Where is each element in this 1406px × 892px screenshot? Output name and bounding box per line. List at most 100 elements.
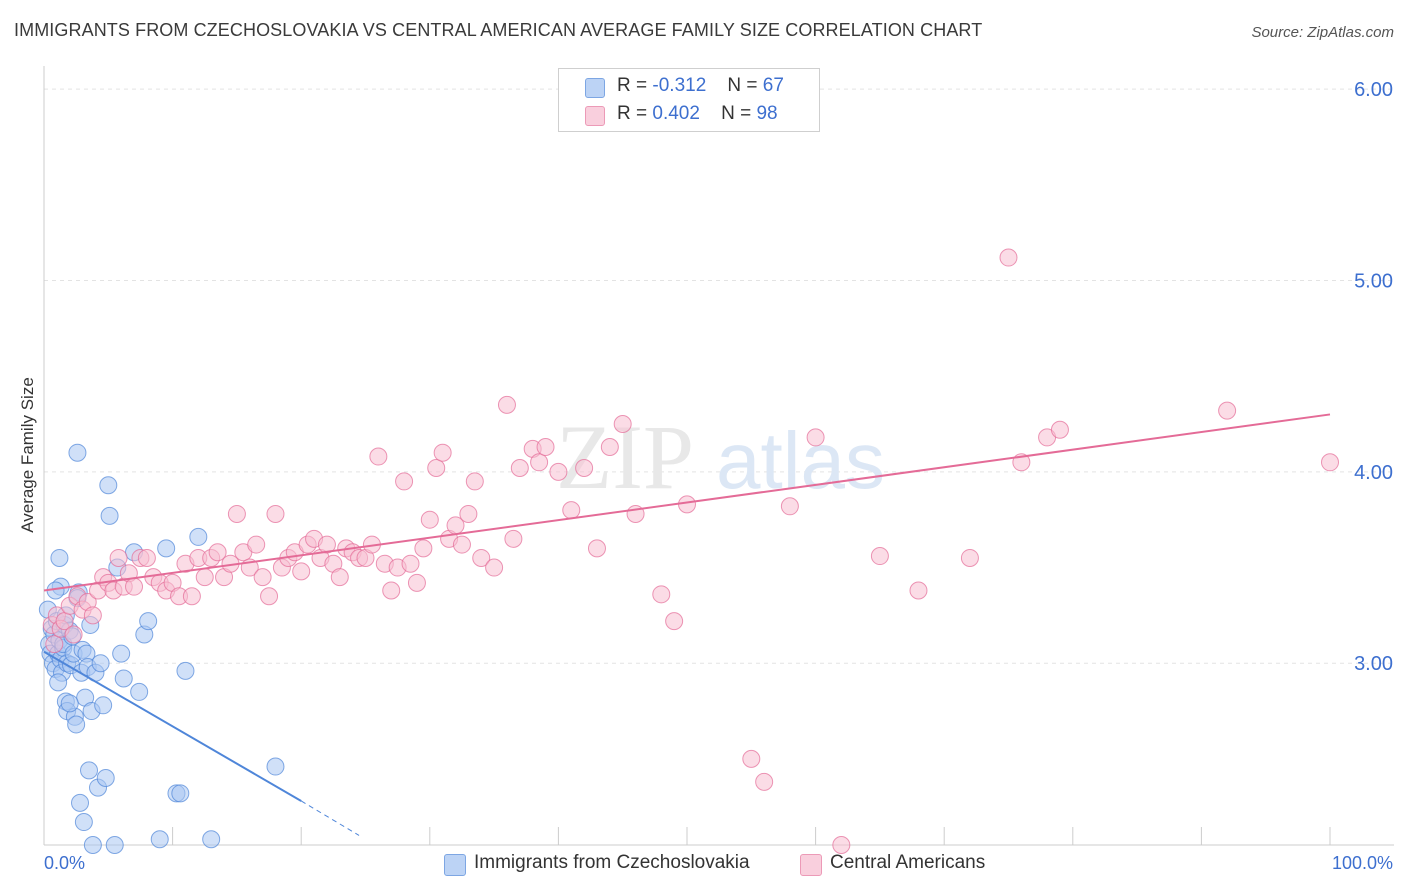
- czechoslovakia-point-56: [157, 539, 176, 558]
- central-americans-point-60: [395, 472, 414, 491]
- central-americans-point-64: [420, 510, 439, 529]
- central-americans-point-20: [137, 548, 156, 567]
- central-americans-point-95: [960, 548, 979, 567]
- legend-n-label: N =: [721, 103, 752, 124]
- central-americans-point-90: [742, 749, 761, 768]
- central-americans-point-78: [530, 453, 549, 472]
- central-americans-point-39: [260, 587, 279, 606]
- central-americans-point-62: [407, 573, 426, 592]
- central-americans-point-40: [266, 504, 285, 523]
- central-americans-point-89: [678, 495, 696, 514]
- central-americans-point-99: [1050, 420, 1069, 439]
- central-americans-point-37: [247, 535, 266, 554]
- central-americans-point-69: [452, 535, 471, 554]
- series-central-americans-points: [42, 248, 1339, 854]
- watermark: ZIP atlas: [556, 406, 885, 508]
- central-americans-point-101: [1321, 453, 1339, 472]
- central-americans-point-10: [83, 606, 102, 625]
- y-tick-label-0: 3.00: [1354, 653, 1393, 675]
- central-americans-point-72: [472, 548, 491, 567]
- czechoslovakia-point-58: [171, 784, 190, 803]
- central-americans-point-100: [1218, 401, 1237, 420]
- central-americans-point-75: [504, 529, 523, 548]
- central-americans-point-83: [587, 539, 606, 558]
- central-americans-point-50: [330, 568, 349, 587]
- legend-swatch-blue: [585, 78, 605, 98]
- czechoslovakia-point-43: [94, 696, 113, 715]
- czechoslovakia-trend-line: [43, 650, 302, 802]
- legend-r-value-pink: 0.402: [652, 103, 700, 124]
- watermark-atlas: atlas: [716, 416, 885, 505]
- central-americans-point-73: [485, 558, 504, 577]
- central-americans-point-96: [999, 248, 1018, 267]
- y-tick-label-2: 5.00: [1354, 270, 1393, 292]
- central-americans-point-6: [64, 625, 83, 644]
- central-americans-point-18: [125, 577, 144, 596]
- czechoslovakia-point-49: [112, 644, 131, 663]
- central-americans-point-27: [182, 587, 201, 606]
- legend-n-value-pink: 98: [756, 103, 778, 124]
- central-americans-point-80: [549, 462, 568, 481]
- y-tick-label-3: 6.00: [1354, 79, 1393, 101]
- trend-lines: [43, 413, 1331, 836]
- central-americans-point-85: [613, 415, 632, 434]
- czechoslovakia-point-61: [202, 830, 221, 849]
- czechoslovakia-point-42: [91, 654, 110, 673]
- czechoslovakia-point-36: [80, 761, 99, 780]
- central-americans-point-92: [780, 497, 799, 516]
- central-americans-point-15: [109, 548, 128, 567]
- czechoslovakia-point-66: [60, 694, 79, 713]
- czechoslovakia-point-62: [266, 757, 285, 776]
- czechoslovakia-point-26: [67, 715, 86, 734]
- legend-r-value-blue: -0.312: [652, 75, 707, 96]
- czechoslovakia-point-46: [100, 506, 119, 525]
- czechoslovakia-point-32: [74, 813, 93, 832]
- correlation-legend: R = -0.312 N = 67 R = 0.402 N = 98: [558, 68, 820, 132]
- czechoslovakia-point-29: [71, 793, 90, 812]
- x-tick-label-max: 100.0%: [1332, 853, 1393, 873]
- central-americans-point-38: [253, 568, 272, 587]
- series-legend-swatch-pink: [800, 854, 822, 876]
- central-americans-point-93: [806, 428, 825, 447]
- central-americans-point-44: [292, 562, 311, 581]
- series-czechoslovakia-points: [38, 443, 285, 854]
- central-americans-point-91: [755, 772, 774, 791]
- central-americans-point-88: [665, 612, 684, 631]
- tick-labels: 3.00 4.00 5.00 6.00 0.0% 100.0%: [44, 79, 1393, 873]
- central-americans-point-66: [433, 443, 452, 462]
- czechoslovakia-point-39: [83, 836, 102, 854]
- series-legend-swatch-blue: [444, 854, 466, 876]
- czechoslovakia-point-44: [96, 769, 115, 788]
- czechoslovakia-trend-extension: [300, 800, 360, 836]
- central-americans-point-70: [459, 504, 478, 523]
- czechoslovakia-point-27: [68, 443, 87, 462]
- central-americans-point-79: [536, 437, 555, 456]
- series-legend-label-pink: Central Americans: [830, 852, 986, 873]
- gridlines: [44, 88, 1394, 664]
- legend-n-label: N =: [727, 75, 758, 96]
- x-tick-label-min: 0.0%: [44, 853, 85, 873]
- central-americans-point-61: [401, 554, 420, 573]
- czechoslovakia-point-60: [189, 527, 208, 546]
- central-americans-point-56: [369, 447, 388, 466]
- czechoslovakia-point-64: [49, 673, 68, 692]
- central-americans-point-87: [652, 585, 671, 604]
- y-tick-label-1: 4.00: [1354, 462, 1393, 484]
- central-americans-point-74: [497, 395, 516, 414]
- czechoslovakia-point-52: [130, 682, 149, 701]
- central-americans-point-94: [870, 547, 889, 566]
- central-americans-trend-line: [43, 413, 1331, 592]
- central-americans-point-82: [575, 459, 594, 478]
- central-americans-point-84: [600, 437, 619, 456]
- axes: [43, 66, 1394, 846]
- czechoslovakia-point-45: [99, 476, 118, 495]
- czechoslovakia-point-55: [150, 830, 169, 849]
- legend-n-value-blue: 67: [762, 75, 784, 96]
- czechoslovakia-point-16: [50, 548, 69, 567]
- czechoslovakia-point-54: [139, 612, 158, 631]
- legend-r-label: R =: [617, 75, 648, 96]
- central-americans-point-76: [510, 459, 529, 478]
- legend-swatch-pink: [585, 106, 605, 126]
- central-americans-point-81: [562, 501, 581, 520]
